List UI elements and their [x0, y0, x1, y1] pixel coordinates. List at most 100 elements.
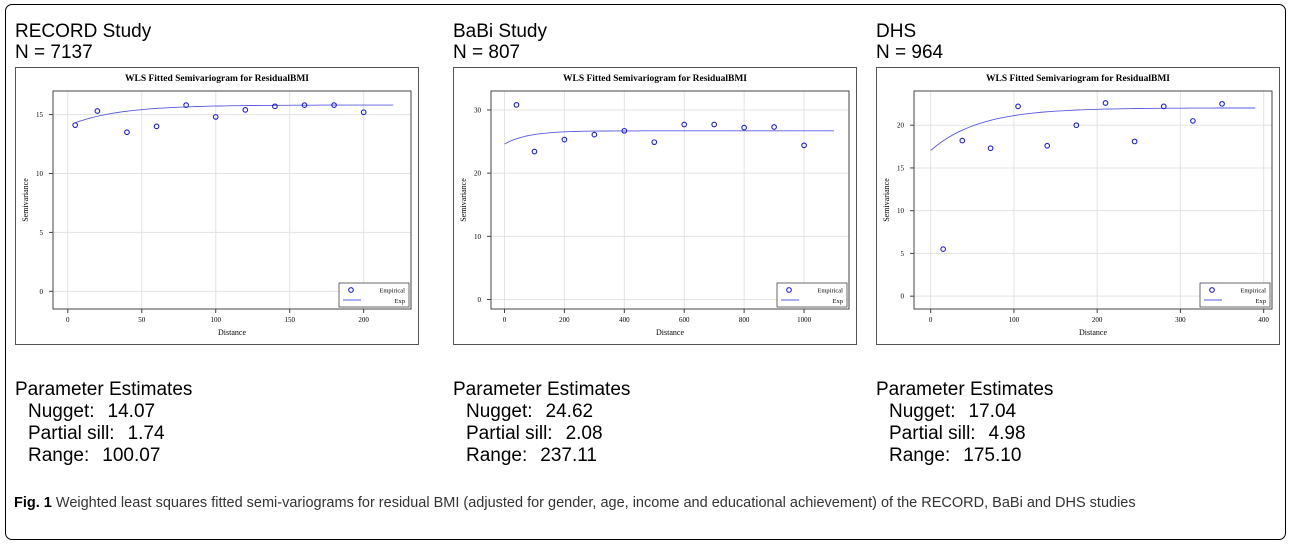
- empirical-point: [272, 103, 278, 110]
- empirical-point: [513, 102, 520, 108]
- nugget-value: 24.62: [545, 401, 594, 422]
- legend-box: [338, 282, 410, 308]
- y-tick-label: 5: [901, 250, 905, 258]
- empirical-point: [531, 148, 538, 155]
- partial-sill-row: Partial sill: 4.98: [889, 424, 1026, 444]
- semivariogram-chart-record: WLS Fitted Semivariogram for ResidualBMI…: [15, 67, 419, 345]
- chart-title: WLS Fitted Semivariogram for ResidualBMI: [986, 74, 1170, 84]
- legend-exp-label: Exp: [1256, 298, 1266, 305]
- empirical-point: [987, 145, 994, 152]
- empirical-point: [771, 124, 777, 130]
- range-value: 100.07: [102, 445, 161, 466]
- partial-sill-label: Partial sill:: [28, 423, 115, 444]
- y-tick-label: 20: [897, 122, 905, 130]
- nugget-value: 17.04: [968, 401, 1017, 422]
- empirical-point: [94, 108, 101, 114]
- partial-sill-row: Partial sill: 2.08: [466, 424, 603, 444]
- legend-empirical-label: Empirical: [1240, 288, 1266, 295]
- parameter-estimates-heading: Parameter Estimates: [453, 379, 631, 400]
- legend-empirical-label: Empirical: [817, 288, 843, 295]
- range-row: Range: 100.07: [28, 446, 160, 466]
- caption-text: Weighted least squares fitted semi-vario…: [51, 495, 1136, 511]
- empirical-point: [959, 137, 966, 144]
- empirical-point: [1219, 100, 1225, 107]
- y-tick-label: 0: [901, 293, 905, 301]
- empirical-point: [242, 107, 249, 113]
- empirical-point: [621, 127, 628, 134]
- y-tick-label: 0: [478, 296, 482, 304]
- x-tick-label: 50: [138, 316, 146, 324]
- x-tick-label: 0: [929, 316, 933, 324]
- empirical-point: [124, 129, 130, 136]
- parameter-estimates-heading: Parameter Estimates: [15, 379, 193, 400]
- nugget-row: Nugget: 14.07: [28, 402, 155, 422]
- y-tick-label: 10: [36, 170, 44, 178]
- y-axis-label: Semivariance: [21, 178, 30, 222]
- empirical-point: [1190, 118, 1196, 124]
- empirical-point: [1131, 138, 1138, 145]
- range-label: Range:: [466, 445, 528, 466]
- y-axis-label: Semivariance: [459, 178, 468, 222]
- study-title: RECORD Study: [15, 21, 152, 42]
- x-tick-label: 300: [1175, 316, 1186, 324]
- y-tick-label: 0: [40, 288, 44, 296]
- partial-sill-label: Partial sill:: [466, 423, 553, 444]
- legend-exp-label: Exp: [833, 298, 843, 305]
- partial-sill-row: Partial sill: 1.74: [28, 424, 165, 444]
- panel-babi: BaBi Study N = 807 WLS Fitted Semivariog…: [453, 0, 873, 466]
- empirical-point: [72, 122, 79, 129]
- range-label: Range:: [28, 445, 90, 466]
- empirical-point: [301, 102, 308, 108]
- fitted-exp-curve: [75, 104, 394, 124]
- nugget-label: Nugget:: [889, 401, 956, 422]
- fitted-exp-curve: [930, 107, 1256, 151]
- legend-box: [1199, 282, 1271, 308]
- x-tick-label: 400: [1258, 316, 1269, 324]
- x-tick-label: 600: [679, 316, 690, 324]
- panel-record: RECORD Study N = 7137 WLS Fitted Semivar…: [15, 0, 435, 466]
- empirical-point: [1102, 100, 1109, 106]
- range-label: Range:: [889, 445, 951, 466]
- empirical-point: [681, 121, 688, 128]
- partial-sill-value: 4.98: [988, 423, 1026, 444]
- chart-title: WLS Fitted Semivariogram for ResidualBMI: [563, 74, 747, 84]
- plot-area-frame: [52, 90, 412, 310]
- range-row: Range: 237.11: [466, 446, 597, 466]
- nugget-value: 14.07: [107, 401, 156, 422]
- empirical-point: [651, 139, 658, 146]
- y-tick-label: 15: [897, 164, 905, 172]
- nugget-label: Nugget:: [466, 401, 533, 422]
- y-tick-label: 10: [897, 207, 905, 215]
- sample-size: N = 964: [876, 42, 944, 63]
- parameter-estimates-heading: Parameter Estimates: [876, 379, 1054, 400]
- x-tick-label: 200: [559, 316, 570, 324]
- sample-size: N = 7137: [15, 42, 93, 63]
- fitted-exp-curve: [504, 130, 834, 145]
- legend-empirical-marker: [1209, 287, 1215, 293]
- x-tick-label: 100: [210, 316, 221, 324]
- empirical-point: [561, 136, 568, 143]
- x-tick-label: 1000: [797, 316, 812, 324]
- y-tick-label: 10: [474, 233, 482, 241]
- x-tick-label: 800: [739, 316, 750, 324]
- x-tick-label: 200: [1092, 316, 1103, 324]
- empirical-point: [331, 102, 337, 108]
- range-value: 175.10: [963, 445, 1022, 466]
- plot-area-frame: [913, 90, 1273, 310]
- y-tick-label: 15: [36, 111, 44, 119]
- x-tick-label: 150: [284, 316, 295, 324]
- study-title: DHS: [876, 21, 917, 42]
- empirical-point: [940, 246, 946, 253]
- figure-caption: Fig. 1 Weighted least squares fitted sem…: [14, 493, 1276, 514]
- x-tick-label: 200: [358, 316, 369, 324]
- nugget-row: Nugget: 24.62: [466, 402, 593, 422]
- plot-area-frame: [490, 90, 850, 310]
- empirical-point: [741, 124, 747, 131]
- empirical-point: [183, 102, 189, 108]
- x-tick-label: 0: [503, 316, 507, 324]
- partial-sill-value: 1.74: [127, 423, 165, 444]
- empirical-point: [1160, 103, 1167, 110]
- legend-empirical-label: Empirical: [379, 288, 405, 295]
- empirical-point: [153, 123, 160, 130]
- y-tick-label: 20: [474, 170, 482, 178]
